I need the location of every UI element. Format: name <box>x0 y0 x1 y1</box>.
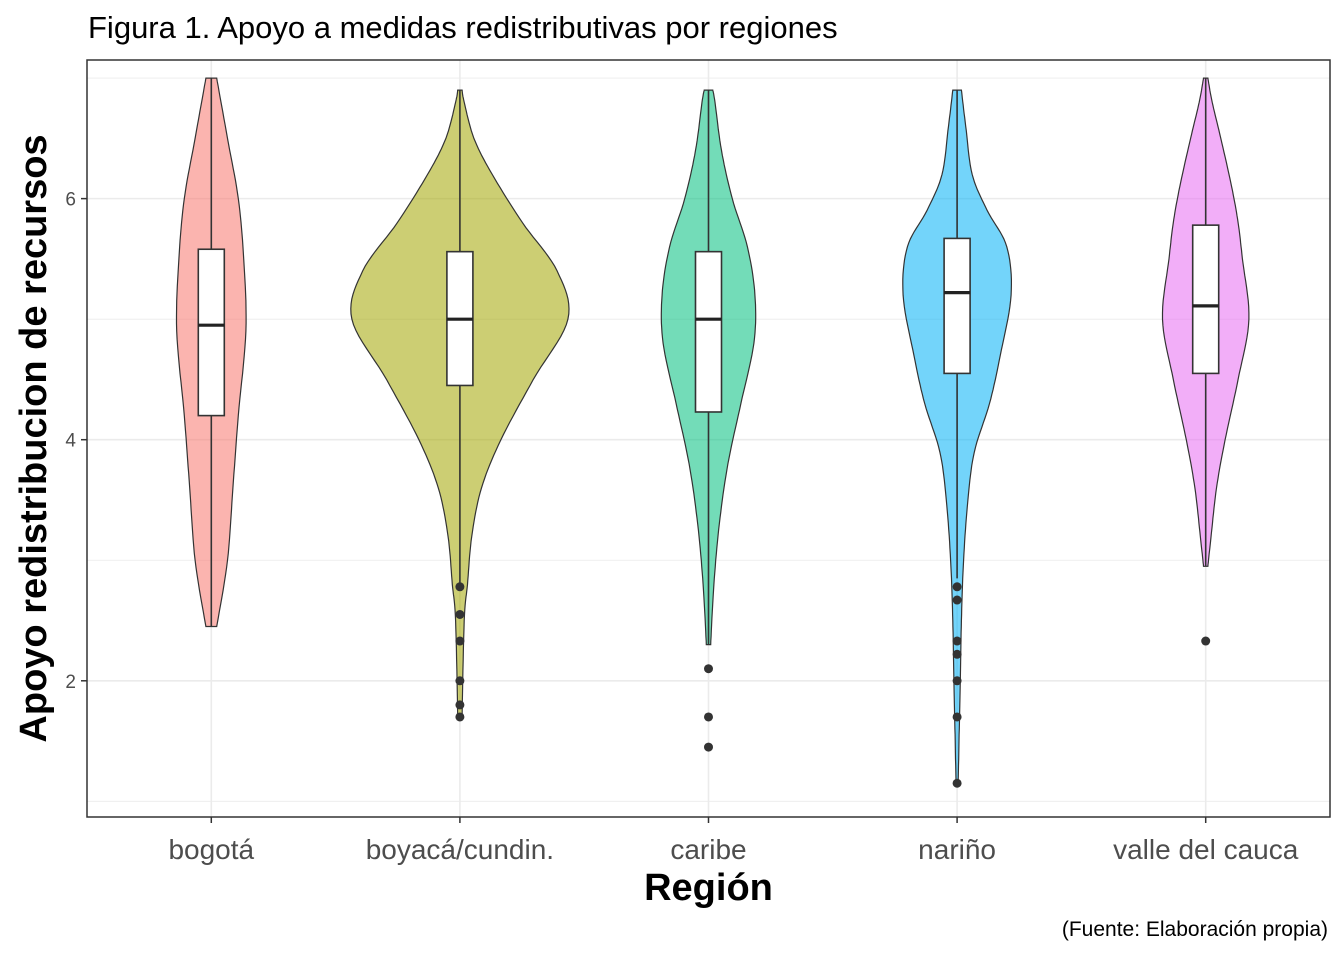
violin-group <box>902 89 1012 788</box>
outlier-point <box>704 742 713 752</box>
x-tick-label: valle del cauca <box>1113 834 1299 865</box>
outlier-point <box>952 649 962 659</box>
outlier-point <box>455 609 465 619</box>
outlier-point <box>952 582 962 592</box>
outlier-point <box>952 636 962 646</box>
violin-group <box>175 77 247 628</box>
x-axis: bogotá boyacá/cundin. caribe nariño valle de… <box>168 817 1299 865</box>
y-axis: 2 4 6 <box>65 190 87 693</box>
box <box>197 248 226 417</box>
violin-group <box>1161 77 1250 646</box>
outlier-point <box>952 676 962 686</box>
outlier-point <box>952 712 962 722</box>
x-tick-label: nariño <box>918 834 996 865</box>
box <box>1191 224 1220 375</box>
chart-caption: (Fuente: Elaboración propia) <box>1061 918 1328 941</box>
outlier-point <box>952 595 962 605</box>
outlier-point <box>455 712 465 722</box>
violin-group <box>350 89 570 722</box>
x-tick-label: boyacá/cundin. <box>366 834 554 865</box>
outlier-point <box>704 664 713 674</box>
outlier-point <box>704 712 713 722</box>
violins <box>175 77 1250 788</box>
y-tick-label: 2 <box>65 672 76 693</box>
outlier-point <box>952 778 962 788</box>
outlier-point <box>455 676 465 686</box>
y-tick-label: 6 <box>65 190 76 211</box>
x-axis-label: Región <box>644 867 773 909</box>
chart-title: Figura 1. Apoyo a medidas redistributiva… <box>88 10 838 45</box>
x-tick-label: bogotá <box>168 834 254 865</box>
box <box>694 250 723 413</box>
outlier-point <box>455 636 465 646</box>
violin-group <box>660 89 757 752</box>
box <box>943 237 971 375</box>
outlier-point <box>455 700 465 710</box>
x-tick-label: caribe <box>670 834 746 865</box>
outlier-point <box>1201 636 1211 646</box>
outlier-point <box>455 582 465 592</box>
y-tick-label: 4 <box>65 431 76 452</box>
y-axis-label: Apoyo redistribucion de recursos <box>13 134 55 742</box>
